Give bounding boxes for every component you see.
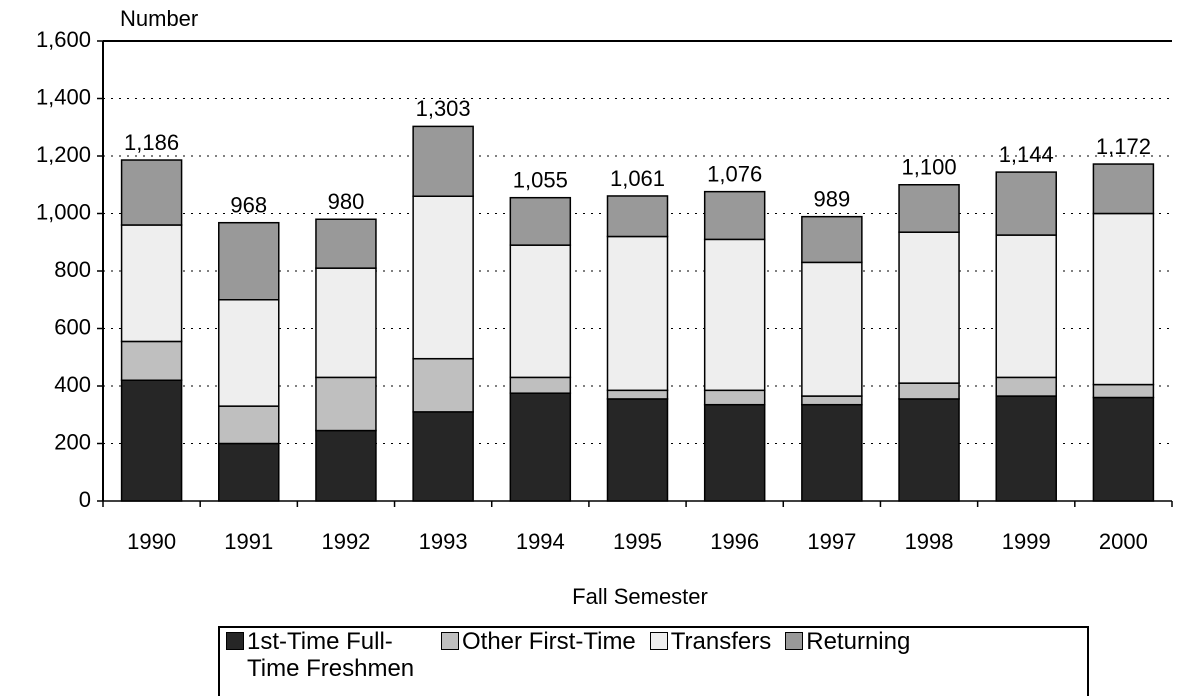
x-tick-label: 1999 (1002, 529, 1051, 554)
legend-swatch (226, 632, 244, 650)
y-tick-label: 1,600 (36, 27, 91, 52)
bar-segment (801, 403, 863, 502)
bar-segment (898, 382, 960, 400)
bar-segment (801, 261, 863, 397)
x-tick-label: 1998 (905, 529, 954, 554)
legend-item: 1st-Time Full-Time Freshmen (226, 628, 427, 682)
y-tick-label: 400 (54, 372, 91, 397)
bar-segment (315, 218, 377, 269)
total-label: 1,076 (707, 161, 762, 186)
x-tick-label: 2000 (1099, 529, 1148, 554)
bar-segment (412, 411, 474, 502)
bar-segment (703, 403, 766, 502)
bar-segment (606, 389, 669, 400)
bar-segment (995, 234, 1057, 379)
x-tick-label: 1991 (224, 529, 273, 554)
x-tick-label: 1994 (516, 529, 565, 554)
total-label: 1,186 (124, 130, 179, 155)
bar-segment (995, 171, 1057, 236)
chart: Number Fall Semester 0 200 400 600 800 1,000 1… (36, 6, 1173, 609)
bar-segment (606, 398, 669, 502)
legend-label: Transfers (670, 628, 772, 655)
legend-swatch (441, 632, 459, 650)
x-axis-title: Fall Semester (572, 584, 708, 609)
bar-segment (1092, 163, 1155, 215)
bar-segment (218, 405, 280, 445)
x-tick-label: 1995 (613, 529, 662, 554)
bar-segment (218, 221, 280, 301)
y-tick-label: 200 (54, 429, 91, 454)
x-tick-label: 1996 (710, 529, 759, 554)
bar-segment (509, 392, 572, 502)
bar-segment (412, 195, 474, 360)
x-tick-label: 1990 (127, 529, 176, 554)
bar-segment (315, 376, 377, 432)
x-tick-label: 1992 (321, 529, 370, 554)
x-tick-label: 1997 (807, 529, 856, 554)
bar-segment (412, 357, 474, 413)
bar-segment (120, 340, 183, 381)
total-label: 1,303 (416, 96, 471, 121)
bar-segment (218, 442, 280, 502)
total-label: 968 (230, 193, 267, 218)
bar-segment (1092, 212, 1155, 386)
y-tick-label: 0 (79, 487, 91, 512)
legend-swatch (785, 632, 804, 650)
y-tick-label: 1,200 (36, 142, 91, 167)
bar-segment (606, 195, 669, 238)
y-tick-label: 1,000 (36, 199, 91, 224)
bar-segment (703, 190, 766, 241)
bar-segment (995, 376, 1057, 397)
bar-segment (412, 125, 474, 197)
bar-segment (1092, 396, 1155, 502)
legend-item: Other First-Time (441, 628, 636, 655)
total-label: 1,172 (1096, 134, 1151, 159)
bar-segment (898, 184, 960, 233)
bar-segment (315, 429, 377, 502)
bar-segment (218, 299, 280, 407)
total-label: 1,100 (902, 155, 957, 180)
x-tick-label: 1993 (419, 529, 468, 554)
bar-segment (801, 395, 863, 406)
legend-item: Transfers (649, 628, 772, 655)
bar-segment (703, 389, 766, 406)
y-axis-title: Number (120, 6, 198, 31)
total-label: 1,055 (513, 168, 568, 193)
bar-segment (120, 224, 183, 343)
y-tick-label: 800 (54, 257, 91, 282)
legend: 1st-Time Full-Time Freshmen Other First-T… (218, 626, 1089, 696)
total-label: 980 (328, 189, 365, 214)
bar-segment (509, 376, 572, 394)
legend-label: Returning (806, 628, 911, 655)
bar-segment (315, 267, 377, 379)
bar-segment (606, 235, 669, 392)
bar-segment (120, 159, 183, 226)
y-tick-label: 600 (54, 314, 91, 339)
bar-segment (898, 231, 960, 384)
total-label: 989 (814, 186, 851, 211)
total-label: 1,144 (999, 142, 1054, 167)
bar-segment (995, 395, 1057, 502)
bar-segment (120, 379, 183, 502)
legend-label: Other First-Time (462, 628, 636, 655)
bar-segment (703, 238, 766, 392)
bar-segment (509, 244, 572, 379)
legend-swatch (649, 632, 668, 650)
bar-segment (801, 215, 863, 264)
total-label: 1,061 (610, 166, 665, 191)
bar-segment (1092, 383, 1155, 399)
y-tick-label: 1,400 (36, 84, 91, 109)
legend-label: 1st-Time Full-Time Freshmen (247, 628, 415, 682)
bar-segment (898, 398, 960, 502)
legend-item: Returning (785, 628, 910, 655)
bar-segment (509, 196, 572, 246)
